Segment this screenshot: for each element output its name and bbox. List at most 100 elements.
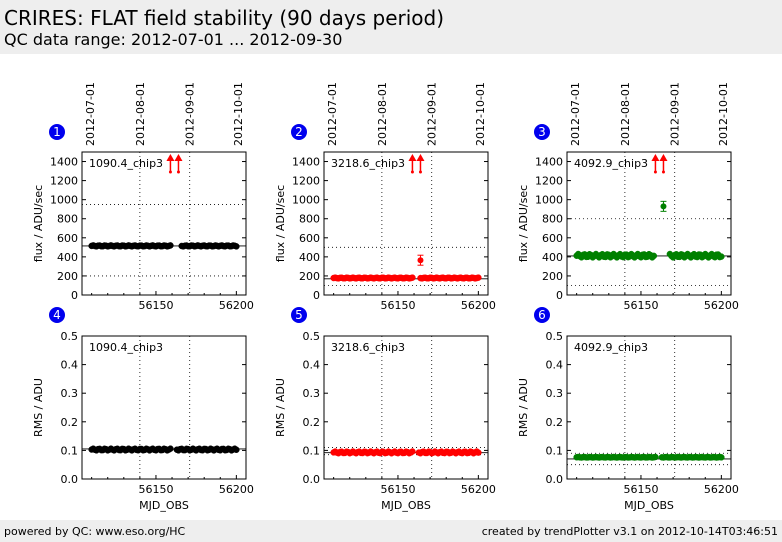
out-of-range-arrow-head	[659, 154, 668, 161]
y-tick-label: 0.1	[303, 444, 321, 457]
data-point	[233, 446, 240, 454]
y-tick-label: 1000	[50, 194, 78, 207]
series-points	[330, 274, 482, 282]
chart-panel-5: 0.0 0.1 0.2 0.3 0.4 0.5 56150 56200 3218.6_chip3…	[274, 307, 496, 512]
date-tick-label: 2012-10-01	[232, 82, 245, 146]
x-axis-label: MJD_OBS	[139, 499, 189, 512]
chart-panel-6: 0.0 0.1 0.2 0.3 0.4 0.5 56150 56200 4092.9_chip3…	[517, 307, 739, 512]
series-points	[88, 242, 240, 250]
x-tick-label: 56200	[704, 299, 739, 312]
y-tick-label: 800	[542, 213, 563, 226]
out-of-range-arrow-base	[176, 170, 180, 174]
date-tick-label: 2012-09-01	[184, 82, 197, 146]
series-points	[88, 445, 240, 454]
panel-badge	[291, 307, 307, 323]
data-point	[650, 252, 658, 260]
x-tick-label: 56200	[704, 483, 739, 496]
series-label: 4092.9_chip3	[574, 341, 648, 354]
data-point	[652, 453, 659, 461]
date-tick-label: 2012-07-01	[326, 82, 339, 146]
y-tick-label: 0.4	[303, 359, 321, 372]
y-tick-label: 800	[57, 213, 78, 226]
y-tick-label: 400	[542, 251, 563, 264]
y-tick-label: 0.2	[303, 416, 321, 429]
axes-frame	[323, 151, 489, 296]
y-axis-label: RMS / ADU	[32, 378, 45, 437]
y-tick-label: 0.0	[303, 473, 321, 486]
panel-badge-number: 4	[53, 308, 61, 322]
panel-badge	[49, 124, 65, 140]
date-tick-label: 2012-08-01	[619, 82, 632, 146]
y-tick-label: 1400	[292, 156, 320, 169]
y-tick-label: 200	[299, 270, 320, 283]
y-tick-label: 600	[299, 232, 320, 245]
out-of-range-arrow-head	[416, 154, 425, 161]
x-tick-label: 56150	[138, 299, 173, 312]
panel-badge-number: 1	[53, 125, 61, 139]
y-tick-label: 0	[556, 289, 563, 302]
y-axis-label: RMS / ADU	[517, 378, 530, 437]
y-tick-label: 0.0	[61, 473, 79, 486]
x-axis-label: MJD_OBS	[624, 499, 674, 512]
axes-frame	[323, 335, 489, 480]
data-point	[475, 449, 482, 456]
y-tick-label: 1000	[535, 194, 563, 207]
footer-created: created by trendPlotter v3.1 on 2012-10-…	[481, 525, 778, 538]
y-tick-label: 400	[299, 251, 320, 264]
data-point	[475, 274, 482, 281]
y-tick-label: 0.1	[546, 444, 564, 457]
out-of-range-arrow-head	[174, 154, 183, 161]
footer-credit: powered by QC: www.eso.org/HC	[4, 525, 186, 538]
y-tick-label: 1000	[292, 194, 320, 207]
y-tick-label: 0.4	[61, 359, 79, 372]
outlier-point	[660, 203, 667, 210]
x-tick-label: 56150	[138, 483, 173, 496]
out-of-range-arrow-head	[166, 154, 175, 161]
x-tick-label: 56150	[380, 299, 415, 312]
series-points	[573, 453, 725, 461]
y-tick-label: 0	[313, 289, 320, 302]
panel-badge-number: 3	[538, 125, 546, 139]
panel-badge-number: 5	[295, 308, 303, 322]
x-tick-label: 56200	[219, 483, 254, 496]
y-tick-label: 1200	[535, 175, 563, 188]
axes-frame	[81, 335, 247, 480]
y-tick-label: 0.4	[546, 359, 564, 372]
series-points	[573, 250, 725, 261]
date-tick-label: 2012-08-01	[376, 82, 389, 146]
y-tick-label: 0.0	[546, 473, 564, 486]
data-point	[167, 445, 174, 452]
date-tick-label: 2012-07-01	[84, 82, 97, 146]
y-tick-label: 1400	[50, 156, 78, 169]
date-tick-label: 2012-10-01	[474, 82, 487, 146]
panel-badge	[291, 124, 307, 140]
out-of-range-arrow-base	[653, 170, 657, 174]
x-tick-label: 56150	[623, 299, 658, 312]
series-label: 3218.6_chip3	[331, 157, 405, 170]
page-subtitle: QC data range: 2012-07-01 ... 2012-09-30	[4, 30, 343, 49]
date-tick-label: 2012-08-01	[134, 82, 147, 146]
date-tick-label: 2012-09-01	[669, 82, 682, 146]
y-axis-label: flux / ADU/sec	[32, 185, 45, 262]
chart-panel-4: 0.0 0.1 0.2 0.3 0.4 0.5 56150 56200 1090.4_chip3…	[32, 307, 254, 512]
y-tick-label: 0.3	[303, 387, 321, 400]
page-title: CRIRES: FLAT field stability (90 days pe…	[4, 6, 445, 30]
y-tick-label: 0.3	[61, 387, 79, 400]
chart-panel-1: 0 200 400 600 800 1000 1200 1400 56150 56200 1090.…	[32, 82, 254, 312]
date-tick-label: 2012-07-01	[569, 82, 582, 146]
axes-frame	[566, 151, 732, 296]
out-of-range-arrow-head	[408, 154, 417, 161]
y-tick-label: 600	[57, 232, 78, 245]
data-point	[718, 454, 725, 461]
panel-badge	[49, 307, 65, 323]
y-tick-label: 400	[57, 251, 78, 264]
y-tick-label: 0.2	[546, 416, 564, 429]
chart-panel-2: 0 200 400 600 800 1000 1200 1400 56150 56200 3218.…	[274, 82, 496, 312]
data-point	[718, 253, 725, 260]
axes-frame	[81, 151, 247, 296]
outlier-point	[417, 257, 424, 264]
y-tick-label: 200	[57, 270, 78, 283]
panel-badge-number: 6	[538, 308, 546, 322]
x-tick-label: 56200	[219, 299, 254, 312]
series-label: 1090.4_chip3	[89, 341, 163, 354]
